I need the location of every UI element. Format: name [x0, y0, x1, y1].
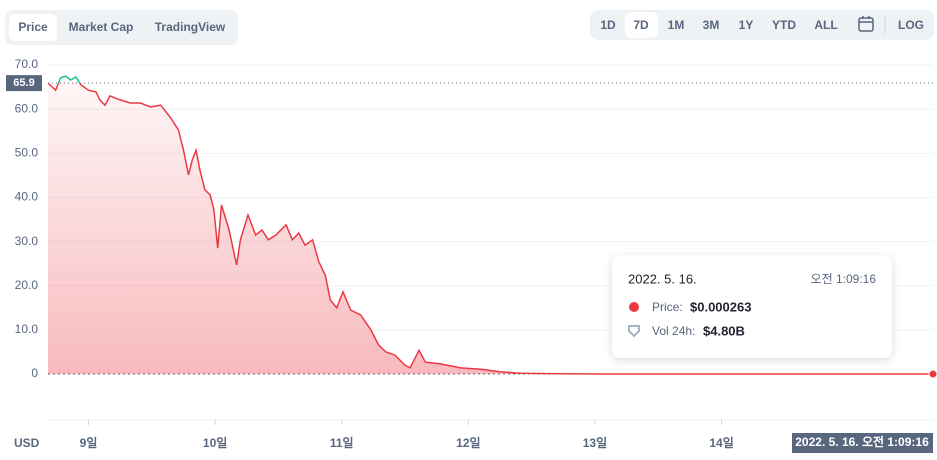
- range-active: [625, 12, 658, 38]
- range-button[interactable]: 1D: [600, 18, 616, 32]
- volume-icon: [628, 325, 640, 338]
- price-dot: [629, 302, 639, 312]
- tooltip-box: [612, 255, 892, 358]
- x-tick-label: 14일: [709, 436, 733, 450]
- y-axis-label: USD: [14, 436, 40, 450]
- range-button[interactable]: ALL: [814, 18, 837, 32]
- tab[interactable]: Price: [18, 20, 48, 34]
- baseline-tag: [6, 75, 42, 92]
- area-fill: [48, 76, 933, 375]
- baseline-label: 65.9: [13, 77, 34, 89]
- price-line: [47, 83, 933, 375]
- range-button[interactable]: 7D: [633, 18, 649, 32]
- y-tick-label: 60.0: [15, 101, 39, 115]
- log-button[interactable]: LOG: [898, 18, 924, 32]
- x-tick-label: 12일: [456, 436, 480, 450]
- tab-group: [5, 10, 238, 45]
- y-tick-label: 10.0: [15, 322, 39, 336]
- y-tick-label: 30.0: [15, 234, 39, 248]
- tooltip-price-label: Price:: [652, 300, 683, 314]
- last-point: [928, 369, 937, 379]
- calendar-icon[interactable]: [858, 16, 874, 32]
- tooltip-volume-label: Vol 24h:: [652, 324, 695, 338]
- x-tick-label: 10일: [203, 436, 227, 450]
- x-tick-label: 11일: [330, 436, 354, 450]
- range-button[interactable]: 1Y: [739, 18, 754, 32]
- y-tick-label: 0: [31, 366, 38, 380]
- crosshair-tag: [792, 433, 933, 453]
- x-tick-label: 9일: [80, 436, 98, 450]
- range-button[interactable]: 1M: [668, 18, 685, 32]
- y-tick-label: 40.0: [15, 190, 39, 204]
- tab[interactable]: Market Cap: [69, 20, 134, 34]
- range-button[interactable]: YTD: [772, 18, 796, 32]
- tab-active: [9, 14, 57, 41]
- x-tick-label: 13일: [583, 436, 607, 450]
- y-tick-label: 50.0: [15, 145, 39, 159]
- tooltip-price: $0.000263: [690, 299, 751, 314]
- tooltip-time: 오전 1:09:16: [811, 272, 877, 286]
- tooltip-date: 2022. 5. 16.: [628, 271, 697, 286]
- crosshair-label: 2022. 5. 16. 오전 1:09:16: [795, 434, 929, 449]
- tooltip: 2022. 5. 16. 오전 1:09:16 Price: $0.000263 Vol…: [612, 255, 892, 358]
- range-group: [590, 10, 934, 40]
- y-tick-label: 20.0: [15, 278, 39, 292]
- range-button[interactable]: 3M: [703, 18, 720, 32]
- tooltip-volume: $4.80B: [703, 323, 745, 338]
- tab[interactable]: TradingView: [155, 20, 226, 34]
- y-tick-label: 70.0: [15, 57, 39, 71]
